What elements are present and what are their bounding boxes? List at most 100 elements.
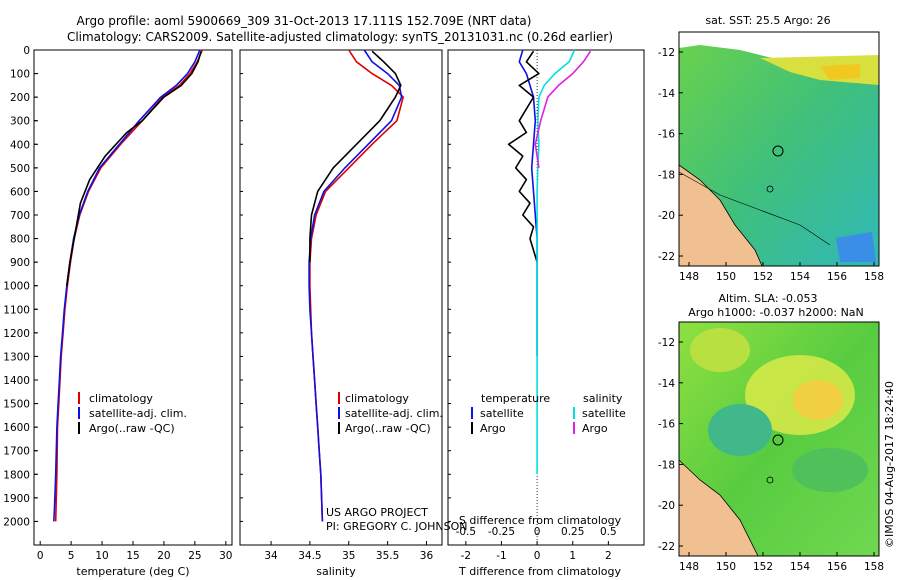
difference-xlabel: T difference from climatology xyxy=(458,565,621,578)
legend-salinity-title: salinity xyxy=(583,392,623,405)
map-lat-label: -22 xyxy=(658,251,675,263)
depth-tick-label: 1500 xyxy=(3,399,30,411)
map-lat-label: -20 xyxy=(658,210,675,222)
depth-tick-label: 200 xyxy=(10,92,30,104)
map-lat-label: -12 xyxy=(658,47,675,59)
depth-tick-label: 1900 xyxy=(3,493,30,505)
sla-map-float-marker xyxy=(772,434,784,446)
depth-tick-label: 1200 xyxy=(3,328,30,340)
depth-tick-label: 1800 xyxy=(3,469,30,481)
map-lon-label: 154 xyxy=(790,271,810,283)
x-tick-label: 34 xyxy=(264,550,278,562)
footer-stamp: ©IMOS 04-Aug-2017 18:24:40 xyxy=(883,381,896,548)
map-lat-label: -14 xyxy=(658,378,675,390)
depth-tick-label: 1100 xyxy=(3,304,30,316)
sst-map xyxy=(678,31,880,267)
map-lon-label: 152 xyxy=(753,561,773,573)
legend-climatology: climatology xyxy=(89,392,153,405)
map-lat-label: -18 xyxy=(658,459,675,471)
depth-axis: 0 100 200 300 400 500 600 700 800 900 1000 1100 1200… xyxy=(3,45,38,528)
x-tick-label: 0 xyxy=(534,550,541,562)
map-lon-label: 148 xyxy=(679,271,699,283)
series-line-satellite-adj-clim- xyxy=(53,49,201,522)
series-line-temperature-satellite xyxy=(518,49,538,357)
sla-map xyxy=(678,321,880,557)
x-tick-label: -1 xyxy=(496,550,506,562)
temperature-xlabel: temperature (deg C) xyxy=(76,565,189,578)
map-lat-label: -16 xyxy=(658,419,675,431)
sla-map-high-core xyxy=(793,380,843,420)
series-line-climatology xyxy=(54,49,204,522)
legend-argo: Argo(..raw -QC) xyxy=(345,422,431,435)
sla-map-title-2: Argo h1000: -0.037 h2000: NaN xyxy=(688,306,864,319)
sst-map-title: sat. SST: 25.5 Argo: 26 xyxy=(705,14,830,27)
depth-tick-label: 100 xyxy=(10,69,30,81)
sla-map-frame xyxy=(678,321,880,557)
x-tick-label: 30 xyxy=(219,550,232,562)
salinity-xlabel: salinity xyxy=(316,565,356,578)
x-tick-label: 25 xyxy=(188,550,201,562)
depth-tick-label: 600 xyxy=(10,186,30,198)
x-tick-label: 20 xyxy=(157,550,170,562)
depth-tick-label: 900 xyxy=(10,257,30,269)
depth-tick-label: 2000 xyxy=(3,516,30,528)
x-tick-label: 15 xyxy=(126,550,139,562)
map-lat-label: -16 xyxy=(658,129,675,141)
depth-tick-label: 700 xyxy=(10,210,30,222)
salinity-panel-frame xyxy=(239,49,443,546)
map-lat-label: -14 xyxy=(658,88,675,100)
legend-temp-satellite: satellite xyxy=(480,407,524,420)
series-line-argo-raw-qc- xyxy=(309,50,402,263)
map-lat-label: -20 xyxy=(658,500,675,512)
depth-tick-label: 1600 xyxy=(3,422,30,434)
x-tick-label: 0 xyxy=(37,550,44,562)
legend-satellite: satellite-adj. clim. xyxy=(345,407,443,420)
legend-sal-satellite: satellite xyxy=(582,407,626,420)
sst-map-frame xyxy=(678,31,880,267)
x-tick-label: 2 xyxy=(605,550,612,562)
map-lon-label: 150 xyxy=(716,561,736,573)
series-line-argo-raw-qc- xyxy=(66,50,202,286)
difference-plot: -2 -1 0 1 2 -0.5 -0.25 0 0.25 0.5 xyxy=(448,49,617,562)
x-tick-top-label: -0.5 xyxy=(456,526,477,538)
x-tick-label: 34.5 xyxy=(298,550,321,562)
difference-legend: temperature satellite Argo salinity sate… xyxy=(471,392,626,435)
depth-tick-label: 400 xyxy=(10,139,30,151)
x-tick-top-label: 0.5 xyxy=(600,526,617,538)
temperature-panel-frame xyxy=(33,49,233,546)
series-line-temperature-argo xyxy=(507,50,540,263)
depth-tick-label: 0 xyxy=(23,45,30,57)
depth-tick-label: 1300 xyxy=(3,351,30,363)
depth-tick-label: 1700 xyxy=(3,446,30,458)
map-lat-label: -18 xyxy=(658,169,675,181)
map-lon-label: 152 xyxy=(753,271,773,283)
sst-map-cool-patch xyxy=(836,232,876,262)
map-lat-label: -22 xyxy=(658,541,675,553)
temperature-plot: 0 5 10 15 20 25 30 xyxy=(34,49,233,562)
sla-map-reef xyxy=(766,476,774,484)
sla-map-low-2 xyxy=(792,448,868,492)
sst-map-hot-patch xyxy=(820,64,860,80)
x-tick-top-label: 0.25 xyxy=(561,526,584,538)
x-tick-label: 10 xyxy=(95,550,108,562)
x-tick-label: 35 xyxy=(342,550,355,562)
x-tick-label: 35.5 xyxy=(376,550,399,562)
project-line-2: PI: GREGORY C. JOHNSON xyxy=(326,520,467,533)
map-lon-label: 150 xyxy=(716,271,736,283)
temperature-legend: climatology satellite-adj. clim. Argo(..… xyxy=(78,392,187,435)
salinity-plot: 34 34.5 35 35.5 36 xyxy=(240,49,433,562)
depth-tick-label: 1400 xyxy=(3,375,30,387)
legend-sal-argo: Argo xyxy=(582,422,608,435)
map-lon-label: 148 xyxy=(679,561,699,573)
sla-map-high-2 xyxy=(690,328,750,372)
series-line-climatology xyxy=(309,49,405,522)
map-axes: -12 -14 -16 -18 -20 -22 148 150 152 154 156 158 -12 -… xyxy=(658,47,884,573)
map-lon-label: 158 xyxy=(864,271,884,283)
project-line-1: US ARGO PROJECT xyxy=(326,506,428,519)
depth-tick-label: 500 xyxy=(10,163,30,175)
legend-climatology: climatology xyxy=(345,392,409,405)
map-lat-label: -12 xyxy=(658,337,675,349)
sst-map-float-marker xyxy=(772,145,784,157)
